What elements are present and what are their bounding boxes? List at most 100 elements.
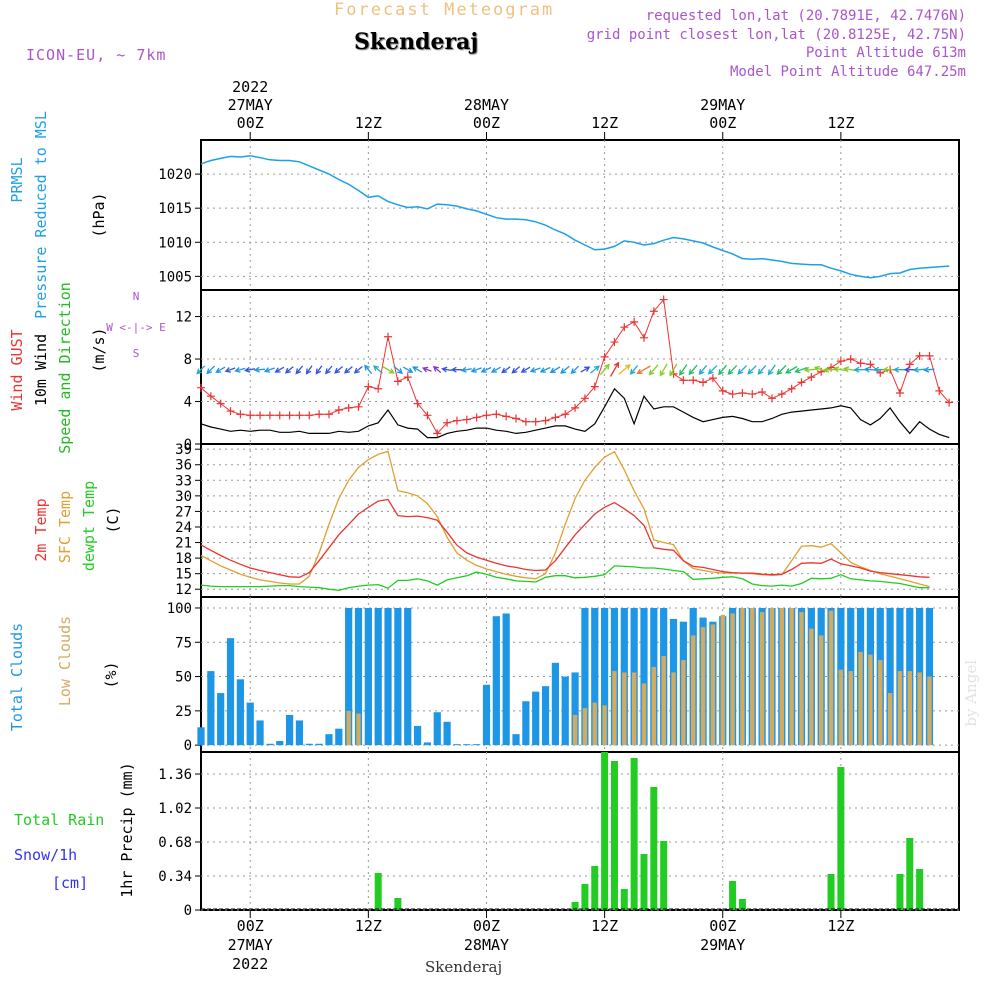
rain-bar bbox=[738, 899, 746, 910]
total-rain-label: Total Rain bbox=[14, 811, 104, 829]
total-cloud-bar bbox=[207, 671, 215, 746]
total-cloud-bar bbox=[482, 684, 491, 746]
wind-direction-arrow bbox=[402, 366, 414, 373]
wind-direction-arrow bbox=[549, 366, 561, 373]
wind-direction-arrow bbox=[539, 366, 551, 373]
y-tick-label-clouds: 50 bbox=[175, 670, 192, 686]
low-cloud-bar bbox=[818, 635, 824, 746]
wind-direction-arrow bbox=[206, 365, 215, 375]
wind-direction-arrow bbox=[196, 365, 206, 375]
wind-direction-arrow bbox=[305, 365, 313, 375]
gust-point bbox=[895, 389, 904, 398]
total-cloud-bar bbox=[246, 702, 254, 746]
y-tick-label-wind: 8 bbox=[184, 352, 192, 368]
wind-direction-arrow bbox=[450, 366, 462, 373]
wind-direction-arrow bbox=[776, 364, 787, 375]
location-title: Skenderaj bbox=[354, 29, 479, 55]
wind-direction-arrow bbox=[325, 365, 333, 375]
gust-point bbox=[324, 410, 333, 419]
y-tick-label-clouds: 100 bbox=[167, 601, 192, 617]
total-cloud-bar bbox=[551, 662, 559, 746]
wind-direction-arrow bbox=[224, 367, 236, 373]
wind-direction-arrow bbox=[421, 366, 432, 373]
total-cloud-bar bbox=[591, 607, 599, 746]
wind-direction-arrow bbox=[284, 366, 294, 374]
total-cloud-bar bbox=[473, 744, 481, 746]
dewpoint-line bbox=[200, 565, 930, 591]
gust-point bbox=[482, 411, 491, 420]
time-label-top: 2022 bbox=[232, 78, 268, 96]
time-label-bottom: 00Z bbox=[237, 917, 264, 935]
gust-point bbox=[699, 378, 708, 387]
time-label-bottom: 28MAY bbox=[464, 936, 509, 954]
wind-direction-arrow bbox=[364, 364, 373, 375]
wind-direction-arrow bbox=[923, 366, 935, 373]
wind-direction-arrow bbox=[343, 366, 353, 374]
total-cloud-bar bbox=[335, 728, 343, 746]
y-tick-label-clouds: 0 bbox=[184, 738, 192, 754]
y-tick-label-wind: 0 bbox=[184, 437, 192, 453]
time-label-top: 28MAY bbox=[464, 96, 509, 114]
low-cloud-bar bbox=[592, 702, 597, 746]
time-label-bottom: 00Z bbox=[473, 917, 500, 935]
gust-point bbox=[600, 352, 609, 361]
rain-bar bbox=[581, 884, 589, 910]
gust-point bbox=[659, 295, 668, 304]
total-cloud-bar bbox=[394, 607, 402, 746]
wind-direction-arrow bbox=[274, 366, 285, 373]
gust-point bbox=[492, 410, 501, 419]
gust-point bbox=[403, 373, 412, 382]
rain-bar bbox=[571, 902, 579, 910]
wind-direction-arrow bbox=[636, 365, 651, 374]
pressure-label-1: PRMSL bbox=[8, 157, 26, 202]
total-cloud-bar bbox=[571, 672, 579, 746]
wind-direction-arrow bbox=[580, 366, 591, 373]
y-tick-label-pressure: 1005 bbox=[158, 269, 192, 285]
gust-point bbox=[945, 398, 954, 407]
model-label: ICON-EU, ~ 7km bbox=[26, 46, 167, 64]
gust-point bbox=[295, 411, 304, 420]
footer-location: Skenderaj bbox=[425, 958, 503, 976]
wind-direction-arrow bbox=[480, 366, 492, 373]
low-cloud-bar bbox=[809, 628, 814, 746]
gust-point bbox=[265, 411, 274, 420]
gust-point bbox=[866, 360, 875, 369]
low-cloud-bar bbox=[887, 693, 893, 746]
wind-direction-arrow bbox=[412, 366, 423, 373]
compass-s: S bbox=[133, 347, 140, 360]
wind-direction-arrow bbox=[215, 366, 226, 373]
time-label-top: 00Z bbox=[473, 114, 500, 132]
chart-title: Forecast Meteogram bbox=[334, 0, 555, 20]
gust-point bbox=[216, 399, 225, 408]
clouds-unit: (%) bbox=[102, 661, 120, 688]
rain-bar bbox=[896, 874, 904, 910]
wind-direction-arrow bbox=[263, 367, 275, 373]
total-cloud-bar bbox=[413, 725, 422, 746]
rain-bar bbox=[591, 866, 599, 910]
panel-frame-clouds bbox=[200, 596, 960, 753]
low-cloud-bar bbox=[681, 660, 686, 746]
gust-point bbox=[925, 351, 934, 360]
total-cloud-bar bbox=[354, 607, 363, 746]
wind-direction-arrow bbox=[737, 365, 747, 375]
total-cloud-bar bbox=[295, 720, 304, 746]
gust-point bbox=[728, 390, 737, 399]
gust-point bbox=[305, 411, 314, 420]
total-cloud-bar bbox=[256, 720, 264, 746]
y-tick-label-precip: 0.34 bbox=[158, 869, 192, 885]
low-cloud-bar bbox=[750, 607, 755, 746]
low-cloud-bar bbox=[779, 607, 785, 746]
rain-bar bbox=[650, 787, 658, 910]
y-tick-label-precip: 1.02 bbox=[158, 801, 192, 817]
total-cloud-bar bbox=[561, 676, 569, 746]
total-cloud-bar bbox=[345, 607, 353, 746]
low-cloud-bar bbox=[700, 627, 706, 746]
wind-direction-arrow bbox=[393, 365, 404, 374]
low-cloud-bar bbox=[572, 714, 578, 746]
wind-direction-arrow bbox=[520, 366, 531, 373]
rain-bar bbox=[640, 854, 648, 910]
low-cloud-bar bbox=[661, 655, 666, 746]
y-tick-label-clouds: 75 bbox=[175, 635, 192, 651]
time-label-top: 00Z bbox=[709, 114, 736, 132]
wind-direction-arrow bbox=[813, 366, 828, 373]
